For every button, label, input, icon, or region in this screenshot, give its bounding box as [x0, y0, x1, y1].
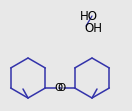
Text: O: O — [57, 83, 66, 93]
Text: HO: HO — [80, 10, 98, 23]
Text: OH: OH — [84, 22, 102, 35]
Text: O: O — [54, 83, 63, 93]
